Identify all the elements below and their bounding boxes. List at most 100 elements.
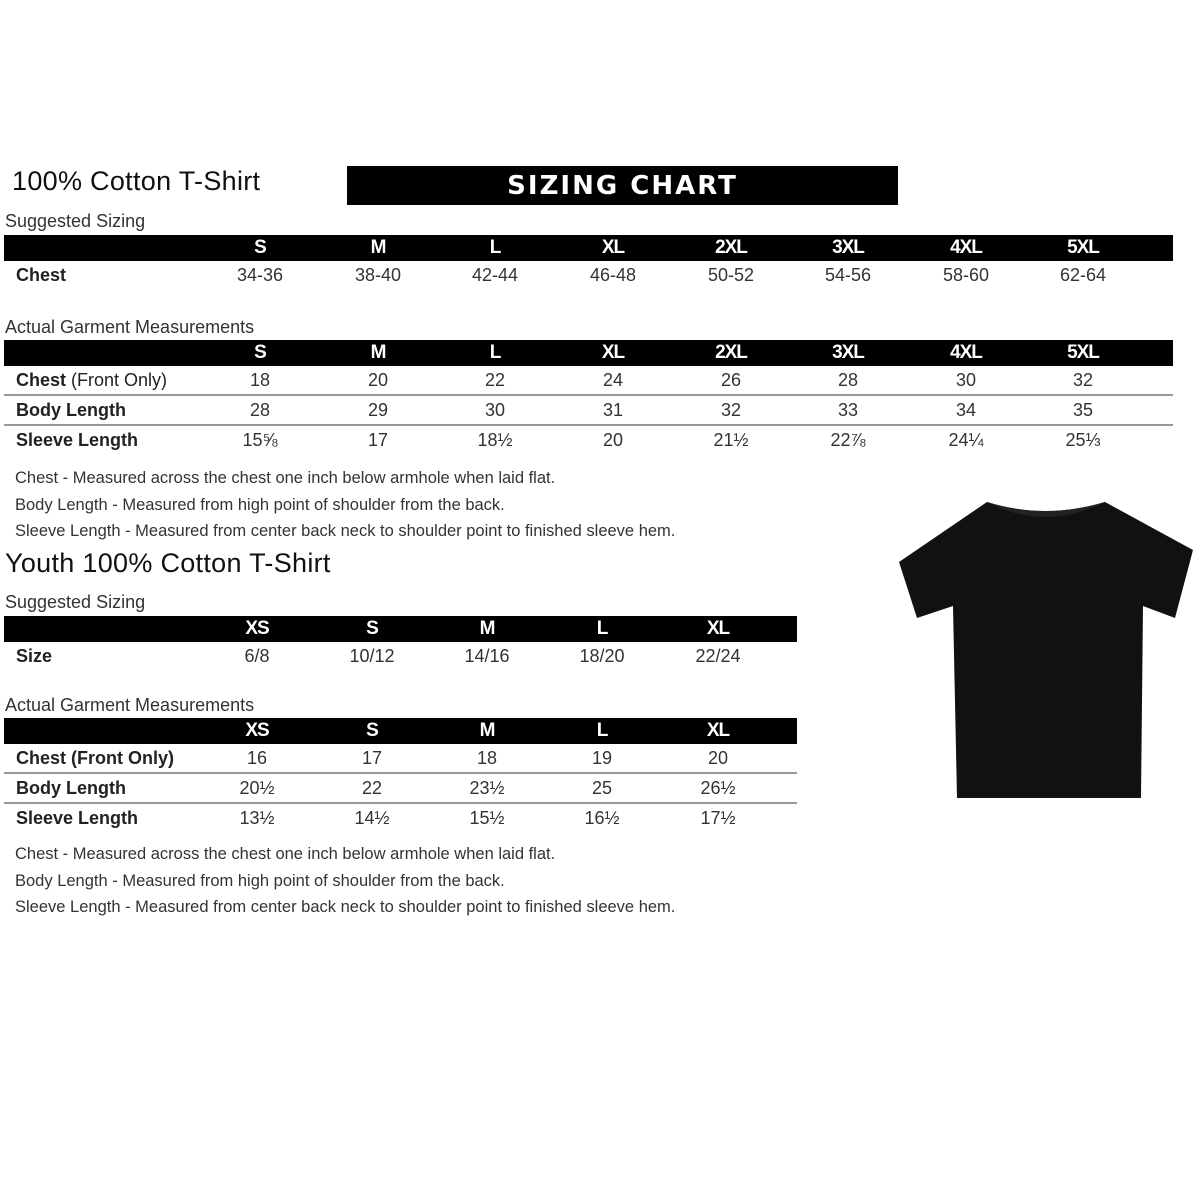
size-header: M — [479, 720, 496, 741]
cell-value: 29 — [367, 400, 389, 420]
size-header: L — [489, 237, 502, 258]
row-label-text: Body Length — [16, 778, 126, 798]
table-row: Sleeve Length 15⅝ 17 18½ 20 21½ 22⅞ 24¼ 25⅓ — [4, 426, 1173, 454]
cell-value: 20 — [367, 370, 389, 390]
row-label: Sleeve Length — [16, 804, 138, 832]
cell-value: 34-36 — [236, 265, 284, 285]
adult-suggested-table: S M L XL 2XL 3XL 4XL 5XL Chest 34-36 38-40 42-44 46-… — [4, 235, 1173, 289]
row-label: Chest (Front Only) — [16, 744, 174, 772]
row-label-text: Sleeve Length — [16, 808, 139, 828]
row-label: Chest — [16, 261, 66, 289]
size-header-row: S M L XL 2XL 3XL 4XL 5XL — [4, 235, 1173, 261]
row-label-text: Size — [16, 646, 53, 666]
size-header: L — [596, 720, 609, 741]
table-row: Size 6/8 10/12 14/16 18/20 22/24 — [4, 642, 797, 670]
measurement-note: Chest - Measured across the chest one in… — [15, 469, 556, 487]
cell-value: 21½ — [713, 430, 749, 450]
size-header: 5XL — [1067, 342, 1100, 363]
size-header: XS — [245, 720, 269, 741]
size-header: 4XL — [950, 237, 983, 258]
cell-value: 24 — [602, 370, 624, 390]
size-header: M — [370, 237, 387, 258]
cell-value: 18 — [249, 370, 271, 390]
size-header: XS — [245, 618, 269, 639]
cell-value: 20 — [707, 748, 729, 768]
cell-value: 32 — [1072, 370, 1094, 390]
cell-value: 58-60 — [942, 265, 990, 285]
size-header: S — [366, 720, 379, 741]
cell-value: 18 — [476, 748, 498, 768]
cell-value: 31 — [602, 400, 624, 420]
size-header: L — [596, 618, 609, 639]
size-header: XL — [706, 618, 730, 639]
cell-value: 14½ — [354, 808, 390, 828]
sizing-chart-banner: SIZING CHART — [347, 166, 898, 205]
cell-value: 15½ — [469, 808, 505, 828]
cell-value: 13½ — [239, 808, 275, 828]
row-label-text: Sleeve Length — [16, 430, 139, 450]
size-header: S — [254, 342, 267, 363]
measurement-note: Chest - Measured across the chest one in… — [15, 845, 556, 863]
cell-value: 35 — [1072, 400, 1094, 420]
cell-value: 22⅞ — [830, 430, 866, 450]
cell-value: 18½ — [477, 430, 513, 450]
table-row: Sleeve Length 13½ 14½ 15½ 16½ 17½ — [4, 804, 797, 832]
cell-value: 16 — [246, 748, 268, 768]
size-header: 3XL — [832, 237, 865, 258]
size-header: XL — [706, 720, 730, 741]
cell-value: 17½ — [700, 808, 736, 828]
row-label-text: Body Length — [16, 400, 126, 420]
cell-value: 25 — [591, 778, 613, 798]
size-header: 2XL — [715, 237, 748, 258]
measurement-note: Sleeve Length - Measured from center bac… — [15, 898, 676, 916]
cell-value: 19 — [591, 748, 613, 768]
cell-value: 46-48 — [589, 265, 637, 285]
size-header: S — [366, 618, 379, 639]
row-label-suffix: (Front Only) — [66, 370, 168, 390]
row-label-text: Chest — [16, 265, 67, 285]
cell-value: 32 — [720, 400, 742, 420]
cell-value: 14/16 — [464, 646, 510, 666]
youth-suggested-label: Suggested Sizing — [5, 592, 146, 612]
cell-value: 24¼ — [948, 430, 984, 450]
row-label-text: Chest (Front Only) — [16, 748, 174, 768]
cell-value: 10/12 — [349, 646, 395, 666]
cell-value: 54-56 — [824, 265, 872, 285]
size-header: L — [489, 342, 502, 363]
size-header: XL — [601, 237, 625, 258]
cell-value: 22 — [361, 778, 383, 798]
cell-value: 28 — [837, 370, 859, 390]
cell-value: 15⅝ — [242, 430, 278, 450]
row-label: Sleeve Length — [16, 426, 138, 454]
adult-suggested-label: Suggested Sizing — [5, 211, 146, 231]
adult-actual-table: S M L XL 2XL 3XL 4XL 5XL Chest (Front Only) 18 20 2… — [4, 340, 1173, 454]
table-row: Chest 34-36 38-40 42-44 46-48 50-52 54-56 58-60… — [4, 261, 1173, 289]
cell-value: 6/8 — [244, 646, 270, 666]
measurement-note: Body Length - Measured from high point o… — [15, 871, 505, 890]
cell-value: 38-40 — [354, 265, 402, 285]
size-header: 5XL — [1067, 237, 1100, 258]
cell-value: 17 — [367, 430, 389, 450]
t-shirt-icon — [899, 502, 1193, 798]
youth-notes: Chest - Measured across the chest one in… — [15, 841, 675, 921]
cell-value: 34 — [955, 400, 977, 420]
table-row: Chest (Front Only) 16 17 18 19 20 — [4, 744, 797, 774]
cell-value: 17 — [361, 748, 383, 768]
cell-value: 16½ — [584, 808, 620, 828]
row-label: Chest (Front Only) — [16, 366, 167, 394]
size-header: 2XL — [715, 342, 748, 363]
cell-value: 50-52 — [707, 265, 755, 285]
size-header: S — [254, 237, 267, 258]
youth-actual-label: Actual Garment Measurements — [5, 695, 255, 715]
cell-value: 62-64 — [1059, 265, 1107, 285]
cell-value: 20½ — [239, 778, 275, 798]
adult-actual-label: Actual Garment Measurements — [5, 317, 255, 337]
measurement-note: Sleeve Length - Measured from center bac… — [15, 522, 676, 540]
row-label: Size — [16, 642, 52, 670]
size-header: XL — [601, 342, 625, 363]
cell-value: 20 — [602, 430, 624, 450]
cell-value: 42-44 — [471, 265, 519, 285]
row-label-text: Chest — [16, 370, 67, 390]
table-row: Body Length 20½ 22 23½ 25 26½ — [4, 774, 797, 804]
cell-value: 22/24 — [695, 646, 741, 666]
